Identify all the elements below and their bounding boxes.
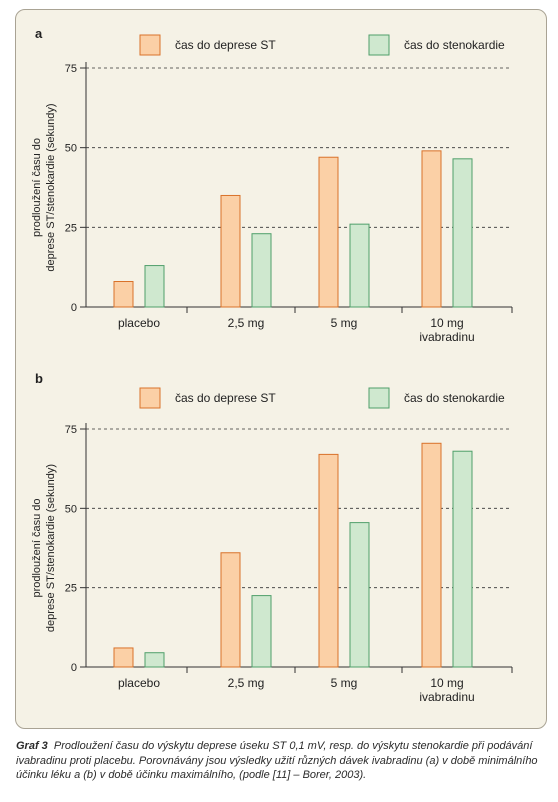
bar-green: [144, 265, 165, 308]
y-tick-label: 0: [71, 662, 77, 674]
x-tick-label: 2,5 mg: [228, 316, 265, 330]
panel-label-a: a: [35, 26, 43, 41]
caption-text: Prodloužení času do výskytu deprese úsek…: [16, 740, 538, 781]
legend-swatch-green: [368, 34, 390, 56]
x-tick-label: 5 mg: [331, 676, 358, 690]
y-tick-label: 0: [71, 302, 77, 314]
x-tick-label: 2,5 mg: [228, 676, 265, 690]
y-tick-label: 25: [65, 222, 77, 234]
bar-green: [144, 652, 165, 668]
bar-orange: [421, 150, 442, 308]
legend-swatch-orange: [139, 34, 161, 56]
bar-orange: [318, 156, 339, 308]
legend-label-green: čas do stenokardie: [404, 38, 505, 52]
bar-orange: [318, 453, 339, 668]
y-axis-label: deprese ST/stenokardie (sekundy): [45, 464, 57, 632]
caption-label: Graf 3: [16, 740, 48, 752]
y-tick-label: 75: [65, 424, 77, 436]
figure-caption: Graf 3 Prodloužení času do výskytu depre…: [16, 739, 556, 783]
bar-green: [452, 450, 473, 668]
bar-green: [251, 233, 272, 308]
bar-orange: [113, 281, 134, 308]
bar-green: [251, 595, 272, 668]
legend-swatch-orange: [139, 387, 161, 409]
legend-label-green: čas do stenokardie: [404, 391, 505, 405]
bar-green: [349, 223, 370, 308]
x-tick-label: ivabradinu: [419, 690, 474, 704]
legend-label-orange: čas do deprese ST: [175, 391, 276, 405]
x-tick-label: 10 mg: [430, 316, 463, 330]
bar-green: [349, 522, 370, 668]
y-axis-label: deprese ST/stenokardie (sekundy): [45, 103, 57, 271]
charts-canvas: a čas do deprese ST čas do stenokardie 0 25 5…: [31, 26, 513, 704]
y-tick-label: 25: [65, 583, 77, 595]
bar-green: [452, 158, 473, 308]
legend-label-orange: čas do deprese ST: [175, 38, 276, 52]
x-tick-label: placebo: [118, 316, 160, 330]
bar-orange: [113, 647, 134, 668]
x-tick-label: placebo: [118, 676, 160, 690]
x-tick-label: 10 mg: [430, 676, 463, 690]
y-axis-label: prodloužení času do: [31, 138, 43, 237]
y-tick-label: 50: [65, 503, 77, 515]
x-tick-label: 5 mg: [331, 316, 358, 330]
bar-orange: [421, 442, 442, 668]
y-axis-label: prodloužení času do: [31, 498, 43, 597]
bar-orange: [220, 194, 241, 308]
y-tick-label: 50: [65, 143, 77, 155]
x-tick-label: ivabradinu: [419, 330, 474, 344]
bar-orange: [220, 552, 241, 668]
panel-label-b: b: [35, 371, 43, 386]
y-tick-label: 75: [65, 63, 77, 75]
legend-swatch-green: [368, 387, 390, 409]
